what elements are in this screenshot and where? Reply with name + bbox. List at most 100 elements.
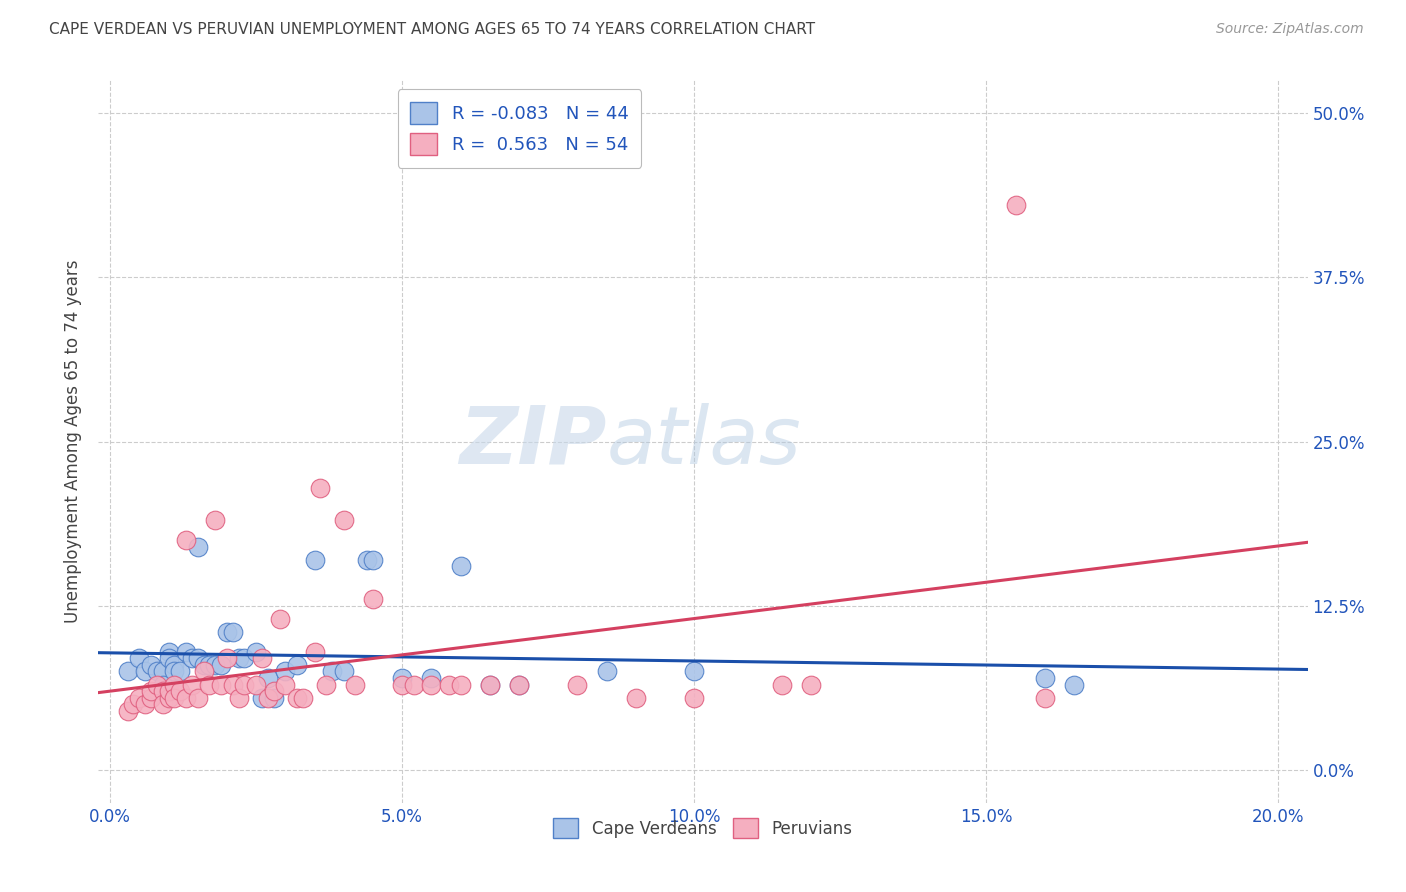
Point xyxy=(315,677,337,691)
Point xyxy=(291,690,314,705)
Point xyxy=(478,677,501,691)
Point xyxy=(245,677,267,691)
Point xyxy=(139,684,162,698)
Point xyxy=(250,651,273,665)
Point xyxy=(233,651,256,665)
Point xyxy=(332,513,354,527)
Point xyxy=(174,645,197,659)
Point xyxy=(222,677,245,691)
Text: Source: ZipAtlas.com: Source: ZipAtlas.com xyxy=(1216,22,1364,37)
Text: CAPE VERDEAN VS PERUVIAN UNEMPLOYMENT AMONG AGES 65 TO 74 YEARS CORRELATION CHAR: CAPE VERDEAN VS PERUVIAN UNEMPLOYMENT AM… xyxy=(49,22,815,37)
Point xyxy=(152,698,174,712)
Point xyxy=(174,533,197,547)
Text: ZIP: ZIP xyxy=(458,402,606,481)
Point xyxy=(567,677,589,691)
Point xyxy=(163,665,186,679)
Point xyxy=(193,657,215,672)
Point xyxy=(332,665,354,679)
Point xyxy=(198,657,221,672)
Point xyxy=(508,677,530,691)
Point xyxy=(420,671,443,685)
Point xyxy=(157,690,180,705)
Point xyxy=(215,625,238,640)
Point xyxy=(209,677,232,691)
Point xyxy=(263,690,285,705)
Point xyxy=(1004,198,1026,212)
Point xyxy=(420,677,443,691)
Point xyxy=(152,665,174,679)
Point xyxy=(800,677,823,691)
Point xyxy=(309,481,332,495)
Point xyxy=(285,657,308,672)
Point xyxy=(233,677,256,691)
Point xyxy=(450,559,472,574)
Point xyxy=(304,645,326,659)
Point xyxy=(274,665,297,679)
Point xyxy=(209,657,232,672)
Point xyxy=(187,540,209,554)
Point xyxy=(245,645,267,659)
Point xyxy=(361,592,384,607)
Point xyxy=(1063,677,1085,691)
Point xyxy=(508,677,530,691)
Y-axis label: Unemployment Among Ages 65 to 74 years: Unemployment Among Ages 65 to 74 years xyxy=(65,260,83,624)
Point xyxy=(128,651,150,665)
Point xyxy=(128,690,150,705)
Point xyxy=(450,677,472,691)
Point xyxy=(595,665,617,679)
Point xyxy=(269,612,291,626)
Point xyxy=(1033,690,1056,705)
Point xyxy=(391,677,413,691)
Point xyxy=(146,665,169,679)
Point xyxy=(146,677,169,691)
Point xyxy=(157,651,180,665)
Point xyxy=(163,690,186,705)
Point xyxy=(117,704,139,718)
Point xyxy=(321,665,343,679)
Point xyxy=(222,625,245,640)
Point xyxy=(163,677,186,691)
Point xyxy=(134,665,156,679)
Point xyxy=(256,671,278,685)
Point xyxy=(174,690,197,705)
Point xyxy=(478,677,501,691)
Text: atlas: atlas xyxy=(606,402,801,481)
Legend: Cape Verdeans, Peruvians: Cape Verdeans, Peruvians xyxy=(547,812,859,845)
Point xyxy=(187,690,209,705)
Point xyxy=(263,684,285,698)
Point xyxy=(157,684,180,698)
Point xyxy=(180,677,202,691)
Point xyxy=(122,698,145,712)
Point xyxy=(204,657,226,672)
Point xyxy=(169,684,191,698)
Point xyxy=(134,698,156,712)
Point xyxy=(437,677,460,691)
Point xyxy=(256,690,278,705)
Point xyxy=(285,690,308,705)
Point xyxy=(187,651,209,665)
Point xyxy=(770,677,793,691)
Point xyxy=(624,690,647,705)
Point xyxy=(152,677,174,691)
Point xyxy=(344,677,367,691)
Point xyxy=(198,677,221,691)
Point xyxy=(683,690,706,705)
Point xyxy=(163,657,186,672)
Point xyxy=(228,651,250,665)
Point xyxy=(139,657,162,672)
Point xyxy=(391,671,413,685)
Point xyxy=(169,665,191,679)
Point xyxy=(250,690,273,705)
Point xyxy=(215,651,238,665)
Point xyxy=(304,553,326,567)
Point xyxy=(157,645,180,659)
Point xyxy=(402,677,425,691)
Point xyxy=(1033,671,1056,685)
Point xyxy=(117,665,139,679)
Point xyxy=(139,690,162,705)
Point xyxy=(193,665,215,679)
Point xyxy=(152,684,174,698)
Point xyxy=(204,513,226,527)
Point xyxy=(356,553,378,567)
Point xyxy=(274,677,297,691)
